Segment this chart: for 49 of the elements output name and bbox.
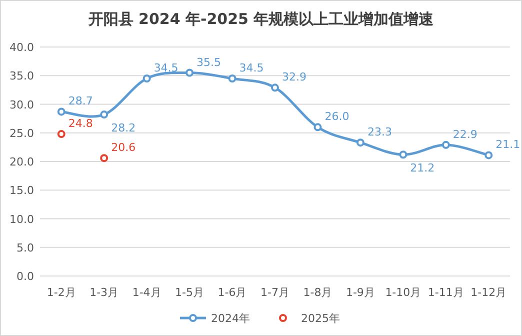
y-tick-label: 25.0 xyxy=(10,126,34,140)
point xyxy=(57,130,66,138)
data-label: 28.7 xyxy=(68,94,93,108)
legend-label: 2025年 xyxy=(301,312,340,325)
data-label: 24.8 xyxy=(68,117,93,130)
data-label: 35.5 xyxy=(196,56,222,69)
x-tick-label: 1-2月 xyxy=(46,286,76,299)
data-label: 21.1 xyxy=(496,138,520,152)
point xyxy=(271,84,279,92)
point xyxy=(314,123,322,132)
y-tick-label: 20.0 xyxy=(10,156,34,168)
legend-label: 2024年 xyxy=(211,312,250,325)
point xyxy=(356,138,364,147)
y-tick-label: 40.0 xyxy=(10,41,34,54)
y-tick-label: 5.0 xyxy=(16,241,34,254)
data-label: 34.5 xyxy=(239,61,264,74)
x-tick-label: 1-7月 xyxy=(260,286,290,299)
x-tick-label: 1-3月 xyxy=(90,286,119,299)
x-tick-label: 1-8月 xyxy=(303,286,332,299)
x-tick-label: 1-4月 xyxy=(132,286,162,299)
y-tick-label: 0.0 xyxy=(16,270,34,283)
point xyxy=(57,108,66,116)
point xyxy=(186,68,194,77)
data-label: 20.6 xyxy=(111,141,136,154)
point xyxy=(399,150,408,159)
point xyxy=(142,74,151,82)
data-label: 23.3 xyxy=(367,126,392,139)
point xyxy=(228,74,236,82)
x-tick-label: 1-9月 xyxy=(346,286,375,299)
data-label: 22.9 xyxy=(452,128,478,141)
chart-title: 开阳县 2024 年-2025 年规模以上工业增加值增速 xyxy=(87,10,435,28)
x-tick-label: 1-6月 xyxy=(218,286,247,299)
y-tick-label: 10.0 xyxy=(10,212,34,226)
y-tick-label: 30.0 xyxy=(10,98,34,112)
x-tick-label: 1-11月 xyxy=(428,286,464,299)
x-tick-label: 1-12月 xyxy=(470,286,507,299)
y-tick-label: 35.0 xyxy=(10,70,34,83)
data-label: 21.2 xyxy=(410,162,435,175)
data-label: 28.2 xyxy=(111,122,136,135)
point xyxy=(100,154,108,162)
x-tick-label: 1-5月 xyxy=(175,286,204,299)
y-tick-label: 15.0 xyxy=(10,184,34,198)
data-label: 26.0 xyxy=(324,110,350,124)
point xyxy=(484,151,493,160)
point xyxy=(442,140,450,149)
point xyxy=(100,110,108,119)
data-label: 32.9 xyxy=(282,70,306,84)
x-tick-label: 1-10月 xyxy=(385,286,422,299)
data-label: 34.5 xyxy=(154,61,178,74)
